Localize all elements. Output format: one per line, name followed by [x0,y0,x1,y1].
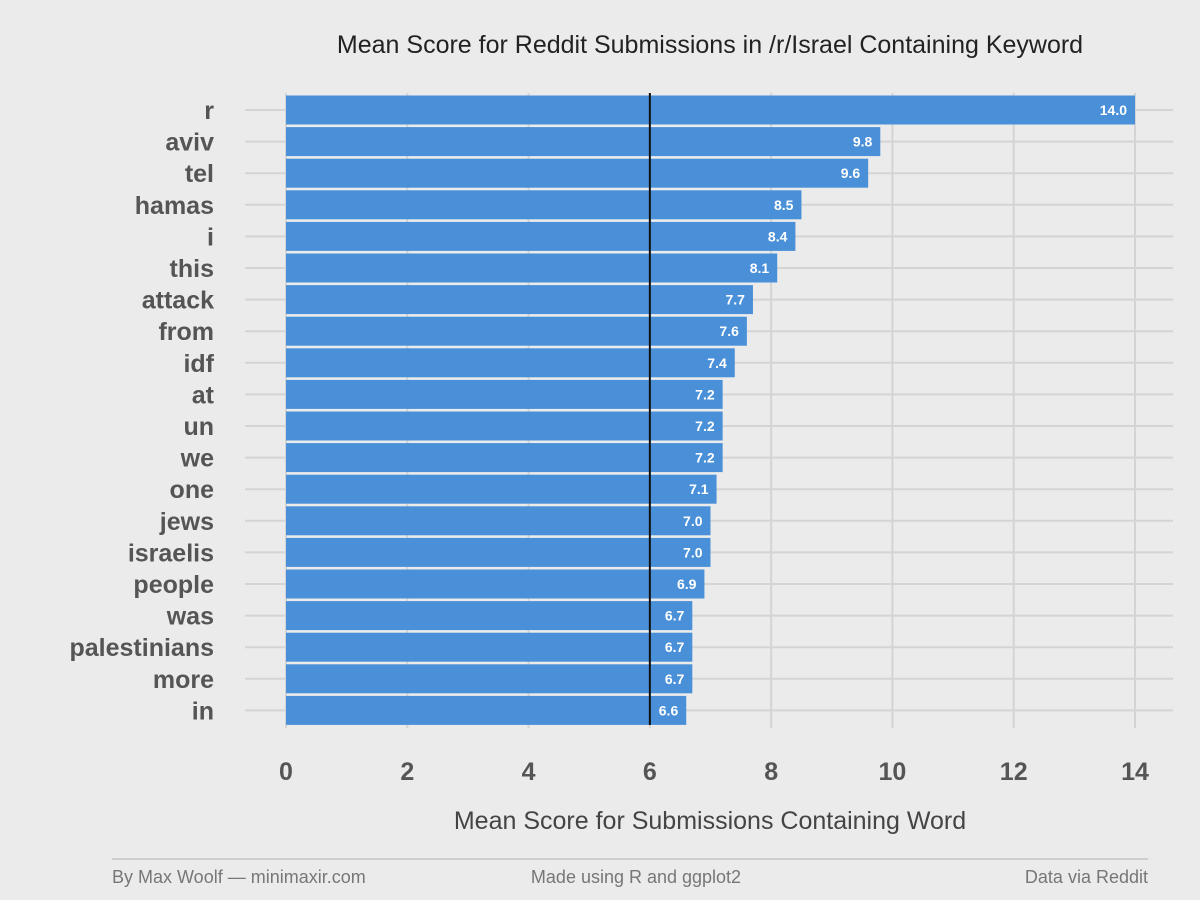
x-tick-label: 8 [764,758,778,786]
data-label: 6.6 [659,702,679,718]
category-labels: r aviv tel hamas i this attack from idf at un we one… [70,97,215,725]
x-tick-label: 12 [1000,758,1028,786]
category-label: this [170,255,214,283]
category-label: palestinians [70,634,215,662]
bar-hamas [286,190,802,220]
bar-people [286,569,705,599]
category-label: we [180,445,214,473]
data-label: 9.6 [841,165,861,181]
x-tick-label: 14 [1121,758,1149,786]
category-label: was [166,603,214,631]
data-labels: 14.0 9.8 9.6 8.5 8.4 8.1 7.7 7.6 7.4 7.2 7.2 7.2 7.1… [659,102,1127,718]
bar-i [286,221,796,251]
data-label: 7.2 [695,386,715,402]
category-label: from [158,318,214,346]
data-label: 7.6 [719,323,739,339]
category-label: one [170,476,215,504]
bar-palestinians [286,632,693,662]
x-axis-title: Mean Score for Submissions Containing Wo… [454,807,966,835]
category-label: attack [142,287,214,315]
data-label: 7.7 [725,292,745,308]
x-tick-label: 0 [279,758,293,786]
bar-tel [286,158,869,188]
category-label: people [133,571,214,599]
category-label: at [192,381,215,409]
footer-author: By Max Woolf — minimaxir.com [112,867,366,887]
bar-we [286,443,723,473]
bar-in [286,695,687,725]
category-label: un [183,413,214,441]
bar-attack [286,285,753,315]
footer-tool: Made using R and ggplot2 [531,867,741,887]
data-label: 7.1 [689,481,709,497]
x-tick-label: 6 [643,758,657,786]
x-tick-label: 10 [879,758,907,786]
category-label: idf [183,350,214,378]
data-label: 8.5 [774,197,794,213]
bar-un [286,411,723,441]
data-label: 6.9 [677,576,697,592]
data-label: 7.0 [683,513,703,529]
footer-source: Data via Reddit [1025,867,1148,887]
data-label: 6.7 [665,608,685,624]
data-label: 6.7 [665,639,685,655]
data-label: 7.0 [683,544,703,560]
bar-this [286,253,778,283]
x-tick-label: 4 [522,758,536,786]
bar-jews [286,506,711,536]
bars [286,95,1135,725]
category-label: jews [159,508,214,536]
category-label: more [153,666,214,694]
data-label: 7.2 [695,418,715,434]
bar-idf [286,348,735,378]
data-label: 6.7 [665,671,685,687]
bar-aviv [286,127,881,157]
category-label: r [204,97,214,125]
category-label: israelis [128,539,214,567]
bar-at [286,379,723,409]
data-label: 8.4 [768,228,788,244]
bar-from [286,316,747,346]
bar-r [286,95,1135,125]
category-label: aviv [165,129,214,157]
bar-israelis [286,537,711,567]
data-label: 7.2 [695,450,715,466]
x-tick-label: 2 [400,758,414,786]
category-label: tel [185,160,214,188]
bar-one [286,474,717,504]
data-label: 7.4 [707,355,727,371]
category-label: in [192,697,214,725]
data-label: 9.8 [853,134,873,150]
bar-more [286,664,693,694]
x-tick-labels: 0 2 4 6 8 10 12 14 [279,758,1149,786]
category-label: i [207,223,214,251]
chart-title: Mean Score for Reddit Submissions in /r/… [337,31,1083,59]
category-label: hamas [135,192,214,220]
data-label: 8.1 [750,260,770,276]
data-label: 14.0 [1100,102,1127,118]
bar-was [286,601,693,631]
